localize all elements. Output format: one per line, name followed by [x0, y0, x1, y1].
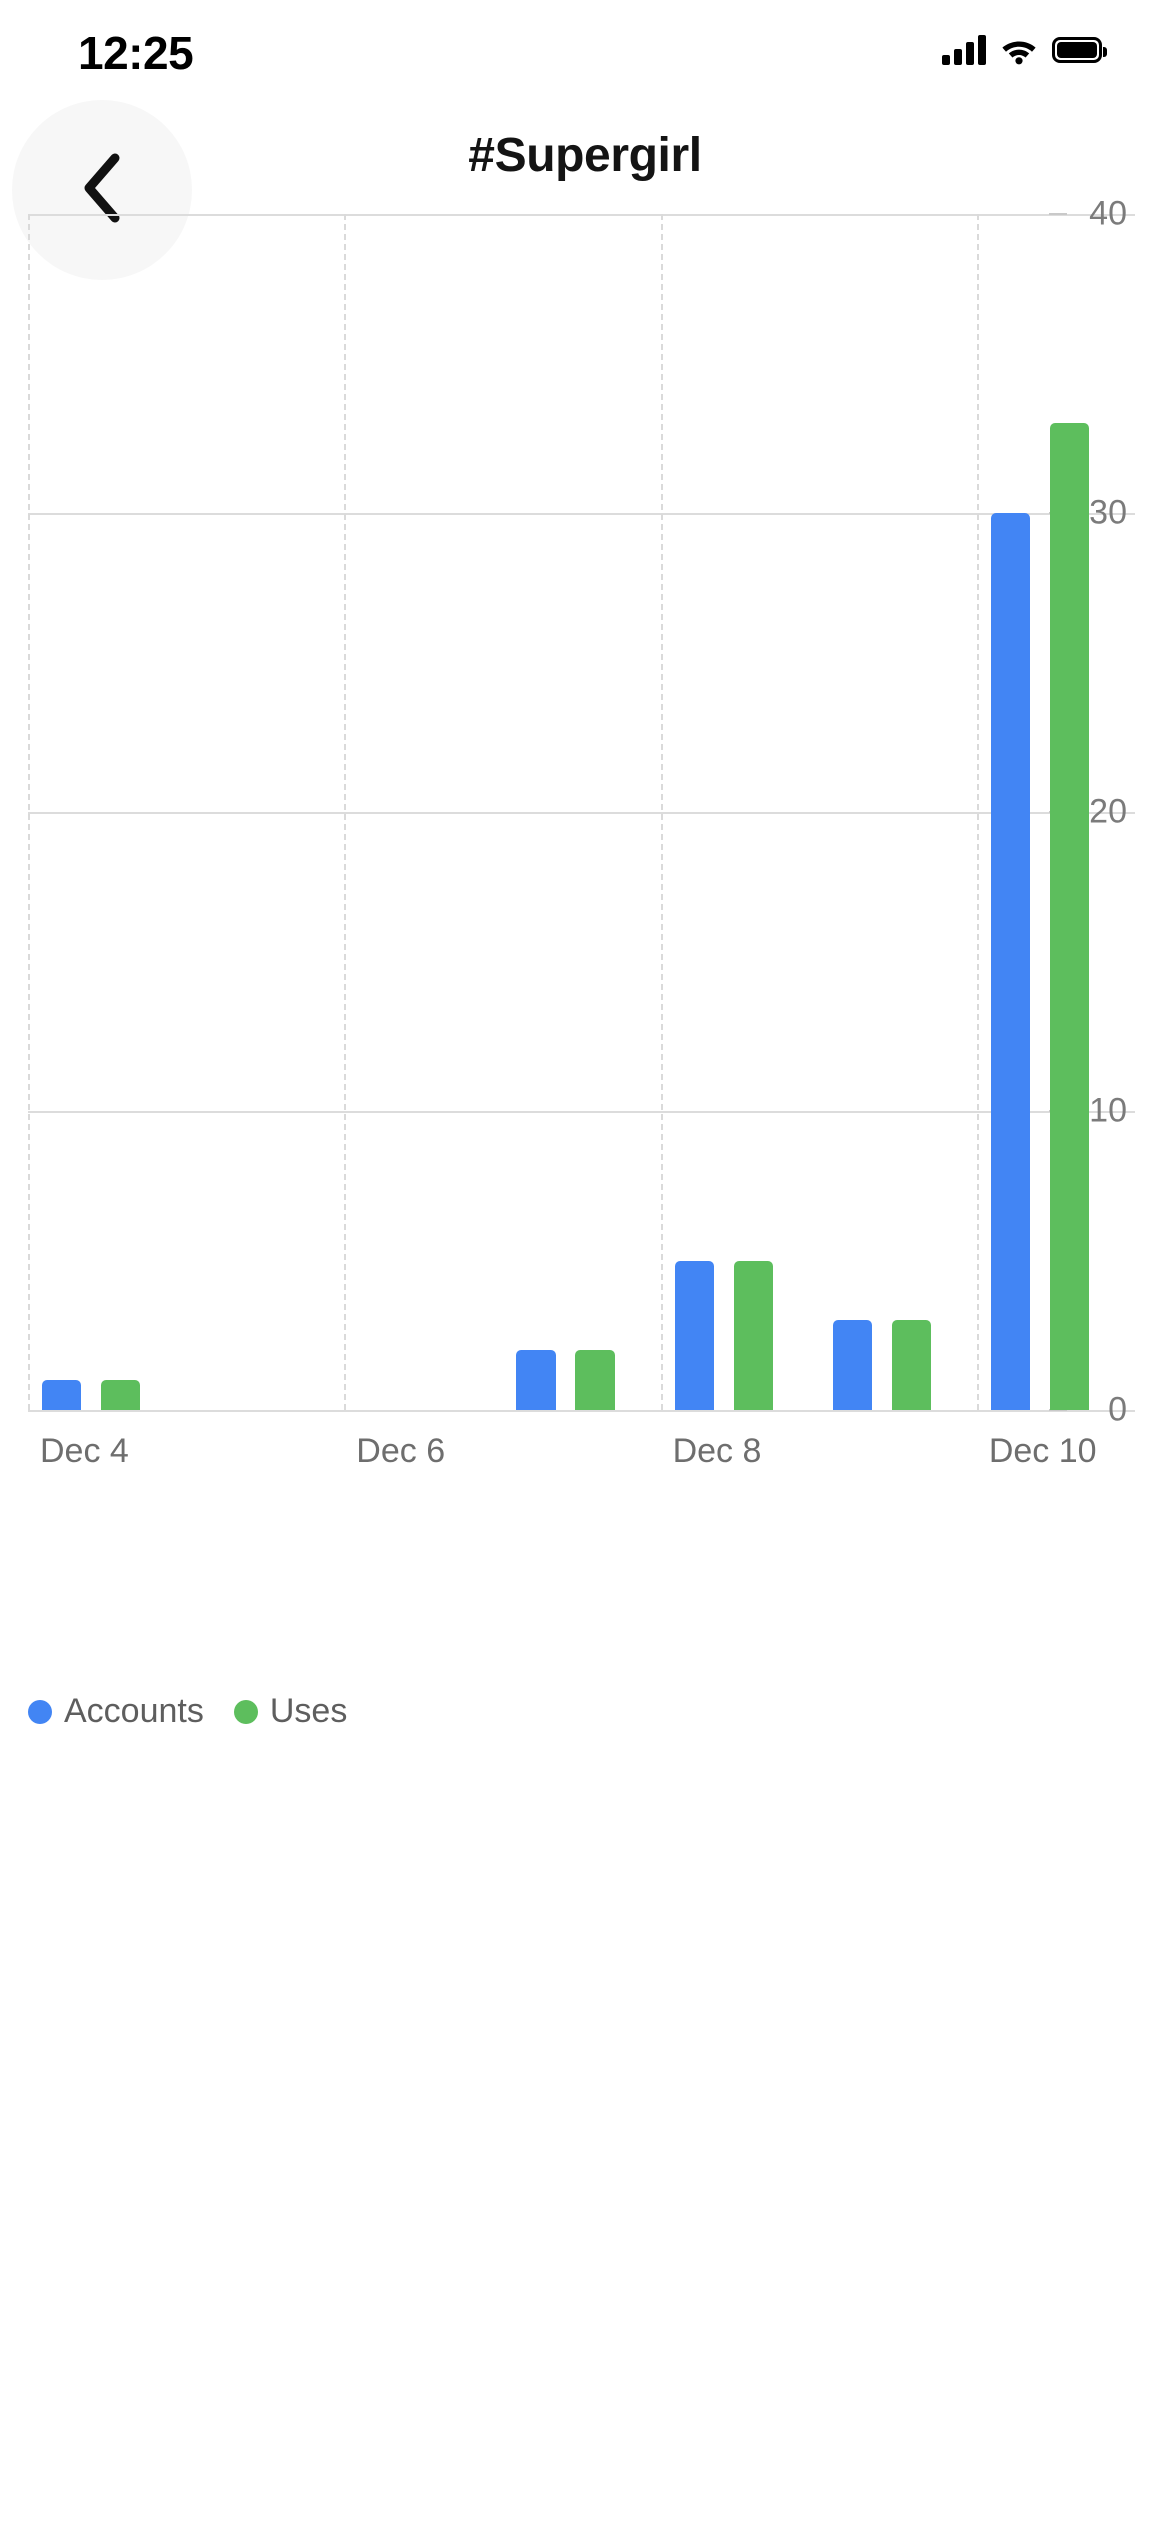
bar-accounts-dec-7[interactable]: [516, 1350, 556, 1410]
bar-accounts-dec-9[interactable]: [832, 1320, 872, 1410]
chart-legend: Accounts Uses: [28, 1692, 347, 1731]
gridline-y-40: [28, 214, 1135, 216]
legend-dot-blue: [28, 1699, 52, 1724]
y-axis-tick-label: 40: [1089, 194, 1127, 233]
gridline-x: [28, 214, 30, 1410]
back-button[interactable]: [12, 100, 192, 280]
gridline-y-20: [28, 812, 1135, 814]
cellular-signal-icon: [942, 35, 986, 65]
bar-accounts-dec-10[interactable]: [990, 513, 1031, 1410]
bar-uses-dec-8[interactable]: [733, 1260, 773, 1410]
bar-series-group: [28, 214, 1135, 1410]
gridline-x: [976, 214, 979, 1410]
y-tick-mark-40: [1049, 213, 1067, 215]
legend-item-uses[interactable]: Uses: [233, 1692, 348, 1731]
y-tick-mark-0: [1049, 1409, 1067, 1411]
legend-label: Accounts: [64, 1692, 204, 1730]
legend-item-accounts[interactable]: Accounts: [28, 1692, 204, 1731]
x-axis-tick-label: Dec 4: [40, 1432, 129, 1470]
bar-chart: 0 10 20 30 40 Dec 4 Dec 6 Dec 8 Dec 10 Accounts…: [0, 194, 1170, 1730]
y-axis-tick-label: 0: [1108, 1390, 1127, 1429]
gridline-y-30: [28, 513, 1135, 515]
bar-accounts-dec-4[interactable]: [42, 1380, 82, 1410]
y-axis-tick-label: 30: [1089, 493, 1127, 532]
x-axis-tick-label: Dec 8: [672, 1432, 762, 1470]
bar-uses-dec-9[interactable]: [891, 1320, 931, 1410]
status-bar-indicators: [942, 28, 1107, 72]
gridline-y-10: [28, 1111, 1135, 1113]
status-bar-clock: 12:25: [78, 27, 194, 79]
status-bar: 12:25: [0, 0, 1170, 100]
bar-accounts-dec-8[interactable]: [674, 1260, 714, 1410]
y-axis-tick-label: 20: [1089, 792, 1127, 831]
battery-full-icon: [1052, 37, 1107, 63]
bar-uses-dec-10[interactable]: [1049, 423, 1090, 1410]
wifi-icon: [1000, 35, 1038, 65]
gridline-x: [344, 214, 347, 1410]
x-axis-labels: Dec 4 Dec 6 Dec 8 Dec 10: [0, 1432, 1170, 1492]
legend-label: Uses: [269, 1692, 348, 1730]
bar-uses-dec-7[interactable]: [575, 1350, 615, 1410]
page-title: #Supergirl: [468, 129, 702, 182]
gridline-x: [660, 214, 663, 1410]
navigation-bar: #Supergirl: [0, 100, 1170, 280]
x-axis-tick-label: Dec 10: [988, 1432, 1097, 1470]
chevron-left-icon: [79, 152, 125, 229]
gridline-y-0: [28, 1410, 1135, 1412]
legend-dot-green: [233, 1699, 258, 1724]
x-axis-tick-label: Dec 6: [356, 1432, 446, 1470]
bar-uses-dec-4[interactable]: [101, 1380, 141, 1410]
y-axis-tick-label: 10: [1089, 1091, 1127, 1130]
